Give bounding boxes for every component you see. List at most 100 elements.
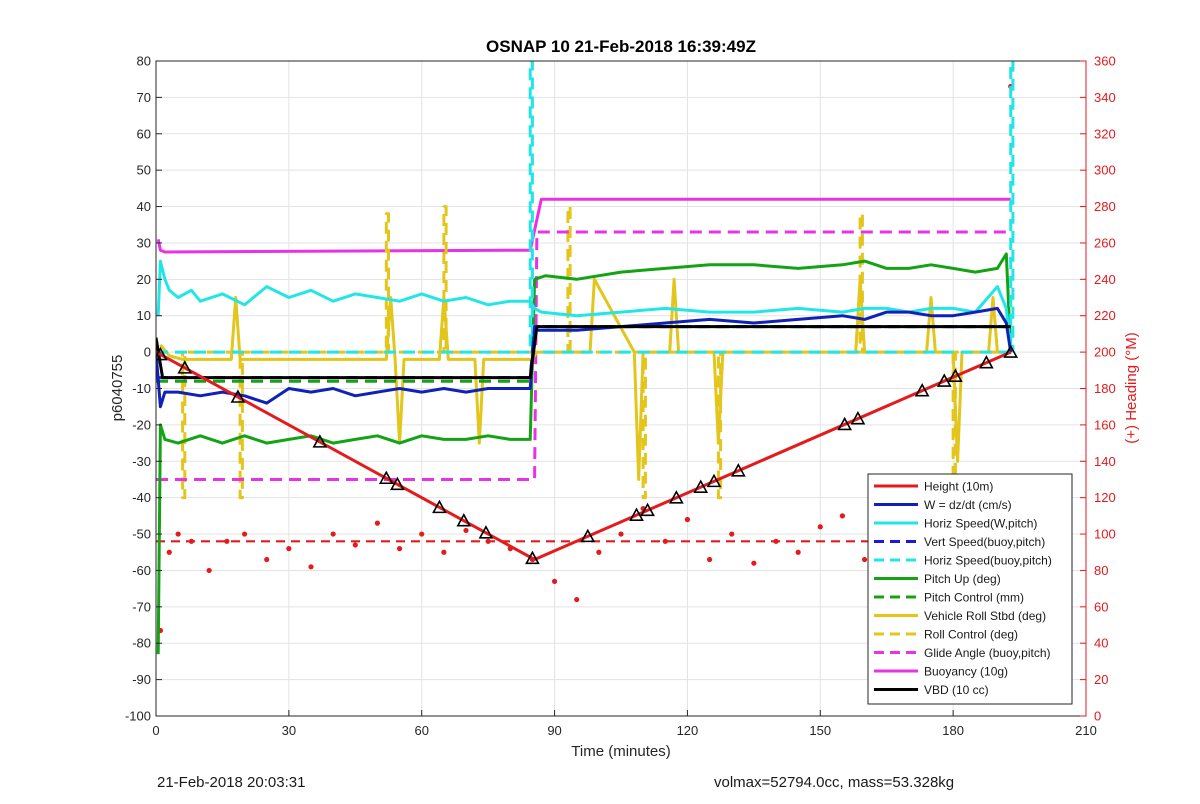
height-marker xyxy=(640,502,655,517)
height-marker xyxy=(979,355,994,369)
y-right-tick-label: 220 xyxy=(1094,308,1116,323)
heading-point xyxy=(352,542,358,548)
heading-point xyxy=(286,546,292,552)
y-right-tick-label: 60 xyxy=(1094,599,1108,614)
heading-point xyxy=(596,549,602,555)
y-right-tick-label: 320 xyxy=(1094,126,1116,141)
legend-entry: Pitch Control (mm) xyxy=(924,591,1024,605)
y-tick-label: 50 xyxy=(137,163,151,178)
y-tick-label: -100 xyxy=(125,709,151,724)
y-tick-label: 10 xyxy=(137,308,151,323)
height-marker xyxy=(156,346,168,361)
x-axis-label: Time (minutes) xyxy=(571,743,670,760)
legend-entry: Buoyancy (10g) xyxy=(924,665,1008,679)
y-tick-label: -30 xyxy=(132,454,151,469)
heading-point xyxy=(551,578,558,584)
height-marker xyxy=(914,383,930,397)
height-marker xyxy=(390,476,405,491)
x-tick-label: 120 xyxy=(677,723,699,738)
y-right-tick-label: 140 xyxy=(1094,454,1116,469)
series-line xyxy=(156,325,1011,383)
y-tick-label: -10 xyxy=(132,381,151,396)
legend-entry: Roll Control (deg) xyxy=(924,628,1018,642)
height-marker xyxy=(378,470,394,485)
y-right-tick-label: 20 xyxy=(1094,672,1108,687)
heading-point xyxy=(817,524,823,530)
heading-point xyxy=(485,538,491,544)
height-marker xyxy=(629,507,644,521)
y-tick-label: -90 xyxy=(132,672,151,687)
y-right-tick-label: 100 xyxy=(1094,527,1116,542)
height-marker xyxy=(432,499,447,514)
y-axis-label: p6040755 xyxy=(109,355,126,422)
y-tick-label: 60 xyxy=(137,126,151,141)
height-marker xyxy=(580,528,596,543)
heading-point xyxy=(419,531,425,537)
x-tick-label: 180 xyxy=(942,723,964,738)
height-marker xyxy=(706,473,722,488)
x-tick-label: 150 xyxy=(809,723,831,738)
footer-timestamp: 21-Feb-2018 20:03:31 xyxy=(157,774,306,791)
height-marker xyxy=(837,416,852,431)
y-right-tick-label: 260 xyxy=(1094,235,1116,250)
heading-point xyxy=(662,538,668,544)
y-right-tick-label: 240 xyxy=(1094,272,1116,287)
y-tick-label: 30 xyxy=(137,235,151,250)
y-tick-label: -60 xyxy=(132,563,151,578)
legend-box xyxy=(867,473,1073,705)
heading-point xyxy=(224,538,230,544)
heading-point xyxy=(618,531,624,537)
legend-entry: W = dz/dt (cm/s) xyxy=(924,498,1012,512)
series-line xyxy=(156,230,1011,481)
y-right-tick-label: 200 xyxy=(1094,345,1116,360)
y-right-tick-label: 300 xyxy=(1094,163,1116,178)
heading-point xyxy=(175,531,181,537)
legend-entry: Glide Angle (buoy,pitch) xyxy=(924,646,1051,660)
series-line xyxy=(159,277,1011,481)
height-marker xyxy=(478,525,494,539)
series-line xyxy=(156,350,1012,561)
ticks: 0 30 60 90 120 150 180 210-100-90-80-70-60-50-4… xyxy=(125,54,1116,739)
heading-point xyxy=(241,531,248,537)
legend-entry: Horiz Speed(buoy,pitch) xyxy=(924,554,1052,568)
y-right-tick-label: 340 xyxy=(1094,90,1116,105)
heading-point xyxy=(684,516,691,523)
x-tick-label: 60 xyxy=(414,723,428,738)
y-right-tick-label: 120 xyxy=(1094,490,1116,505)
heading-point xyxy=(751,560,757,566)
heading-point xyxy=(441,549,447,555)
height-marker xyxy=(693,479,709,493)
heading-point xyxy=(206,567,212,574)
heading-point xyxy=(374,520,381,526)
heading-point xyxy=(729,531,735,537)
y-tick-label: 40 xyxy=(137,199,151,214)
heading-point xyxy=(308,564,314,570)
height-marker xyxy=(850,411,866,425)
y-tick-label: -70 xyxy=(132,599,151,614)
heading-point xyxy=(396,546,403,552)
y-tick-label: 70 xyxy=(137,90,151,105)
y-tick-label: -20 xyxy=(132,417,151,432)
legend-entry: Vehicle Roll Stbd (deg) xyxy=(924,609,1046,623)
legend-entry: Vert Speed(buoy,pitch) xyxy=(924,535,1045,549)
heading-point xyxy=(706,556,713,563)
series-line xyxy=(156,205,1011,500)
height-marker xyxy=(669,490,684,504)
x-tick-label: 30 xyxy=(282,723,296,738)
y-tick-label: -50 xyxy=(132,527,151,542)
height-marker xyxy=(177,360,193,374)
heading-point xyxy=(861,556,868,563)
height-marker xyxy=(456,513,472,527)
y-tick-label: -80 xyxy=(132,636,151,651)
legend-entry: Horiz Speed(W,pitch) xyxy=(924,517,1037,531)
heading-point xyxy=(264,556,270,563)
heading-point xyxy=(773,538,779,544)
legend-entry: VBD (10 cc) xyxy=(924,683,989,697)
height-marker xyxy=(731,463,746,477)
series-line xyxy=(156,259,1013,353)
chart-title: OSNAP 10 21-Feb-2018 16:39:49Z xyxy=(486,37,756,56)
y-tick-label: -40 xyxy=(132,490,151,505)
heading-point xyxy=(795,549,801,555)
series-line xyxy=(156,306,1013,409)
